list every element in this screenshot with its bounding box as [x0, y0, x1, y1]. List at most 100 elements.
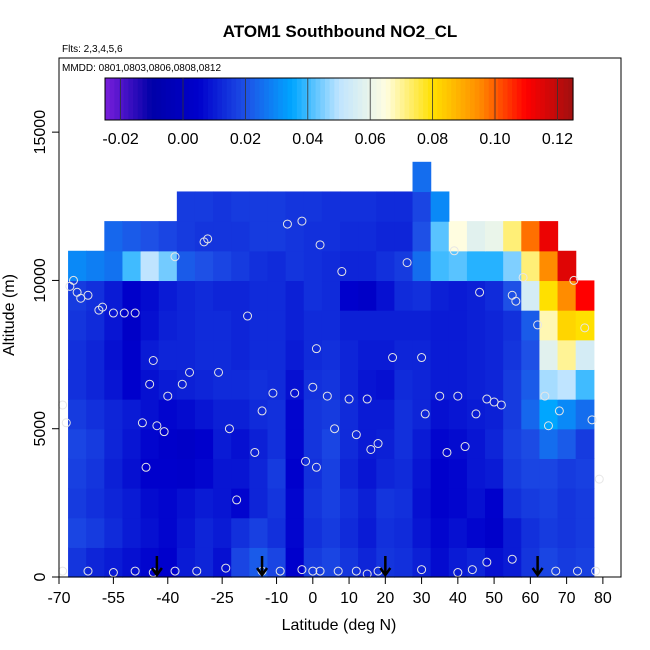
- colorbar-swatch: [119, 78, 125, 120]
- heatmap-cell: [104, 339, 124, 370]
- sample-point: [308, 382, 318, 392]
- x-tick-label: 20: [376, 590, 394, 607]
- heatmap-cell: [267, 458, 287, 489]
- heatmap-cell: [267, 547, 287, 578]
- heatmap-cell: [158, 458, 178, 489]
- chart-title: ATOM1 Southbound NO2_CL: [223, 22, 458, 41]
- x-tick-label: 50: [485, 590, 503, 607]
- colorbar-swatch: [165, 78, 172, 120]
- heatmap-cell: [485, 369, 504, 400]
- heatmap-cell: [249, 339, 269, 370]
- heatmap-cell: [503, 280, 522, 311]
- heatmap-cell: [376, 458, 395, 489]
- heatmap-cell: [158, 517, 178, 548]
- sample-point: [475, 287, 485, 297]
- heatmap-cell: [303, 488, 323, 519]
- colorbar-swatch: [451, 78, 457, 120]
- heatmap-cell: [539, 310, 559, 341]
- sample-point: [192, 566, 202, 576]
- heatmap-cell: [321, 488, 341, 519]
- colorbar-swatch: [184, 78, 190, 120]
- heatmap-cell: [158, 428, 178, 459]
- heatmap-cell: [466, 310, 486, 341]
- heatmap-cell: [213, 369, 232, 400]
- flights-note: Flts: 2,3,4,5,6: [62, 44, 123, 55]
- heatmap-cell: [539, 339, 559, 370]
- heatmap-cell: [249, 428, 269, 459]
- x-axis-label: Latitude (deg N): [282, 617, 397, 634]
- heatmap-cell: [539, 547, 559, 578]
- heatmap-cell: [539, 280, 559, 311]
- heatmap-cell: [122, 458, 142, 489]
- x-tick-label: -40: [156, 590, 179, 607]
- heatmap-cell: [412, 547, 432, 578]
- y-axis-ticks: 0 5000 10000 15000: [32, 110, 59, 581]
- colorbar-swatch: [179, 78, 186, 120]
- heatmap-cell: [285, 310, 305, 341]
- heatmap-cell: [358, 458, 377, 489]
- heatmap-cell: [394, 250, 414, 282]
- colorbar-swatch: [339, 78, 345, 120]
- colorbar-swatch: [409, 78, 415, 120]
- heatmap-cell: [249, 191, 269, 222]
- flight-arrow: [531, 556, 544, 578]
- heatmap-cell: [158, 369, 178, 400]
- heatmap-cell: [539, 458, 559, 489]
- heatmap-cell: [194, 280, 214, 311]
- sample-point: [119, 308, 129, 318]
- heatmap-cell: [194, 399, 214, 430]
- sample-point: [322, 391, 332, 401]
- colorbar-swatch: [446, 78, 452, 120]
- heatmap-cell: [448, 547, 468, 578]
- heatmap-cell: [412, 191, 432, 222]
- heatmap-cell: [140, 399, 160, 430]
- heatmap-cell: [430, 250, 450, 282]
- sample-point: [308, 566, 318, 576]
- heatmap-cell: [539, 221, 559, 252]
- sample-point: [315, 566, 325, 576]
- heatmap-cell: [122, 428, 142, 459]
- heatmap-cell: [485, 488, 504, 519]
- colorbar-swatch: [123, 78, 129, 120]
- heatmap-cell: [340, 280, 359, 311]
- heatmap-cell: [86, 399, 105, 430]
- heatmap-cell: [104, 428, 124, 459]
- colorbar-swatch: [217, 78, 223, 120]
- heatmap-cell: [466, 458, 486, 489]
- colorbar-swatch: [512, 78, 518, 120]
- sample-point: [297, 565, 307, 575]
- heatmap-cell: [340, 517, 359, 548]
- heatmap-cell: [503, 399, 522, 430]
- colorbar-tick-label: 0.12: [542, 131, 573, 148]
- heatmap-cell: [358, 310, 377, 341]
- colorbar-swatch: [460, 78, 466, 120]
- sample-point: [587, 415, 597, 425]
- colorbar-swatch: [137, 78, 144, 120]
- heatmap-cell: [557, 517, 577, 548]
- x-tick-label: -10: [265, 590, 288, 607]
- sample-point: [543, 421, 553, 431]
- sample-point: [145, 379, 155, 389]
- colorbar-swatch: [114, 78, 120, 120]
- heatmap-cell: [485, 428, 504, 459]
- heatmap-cell: [285, 547, 305, 578]
- heatmap-cell: [430, 488, 450, 519]
- heatmap-cell: [122, 310, 142, 341]
- y-axis-label: Altitude (m): [1, 274, 18, 356]
- colorbar-swatch: [563, 78, 569, 120]
- colorbar-swatch: [498, 78, 504, 120]
- colorbar-tick-label: 0.00: [167, 131, 198, 148]
- heatmap-cell: [321, 339, 341, 370]
- heatmap-cell: [503, 517, 522, 548]
- colorbar-swatch: [437, 78, 443, 120]
- heatmap-cell: [104, 458, 124, 489]
- sample-point: [362, 394, 372, 404]
- heatmap-cell: [68, 547, 87, 578]
- colorbar-swatch: [558, 78, 565, 120]
- sample-point: [591, 566, 601, 576]
- heatmap-cell: [68, 310, 87, 341]
- heatmap-cell: [176, 339, 196, 370]
- heatmap-cell: [176, 250, 196, 282]
- colorbar-swatch: [245, 78, 251, 120]
